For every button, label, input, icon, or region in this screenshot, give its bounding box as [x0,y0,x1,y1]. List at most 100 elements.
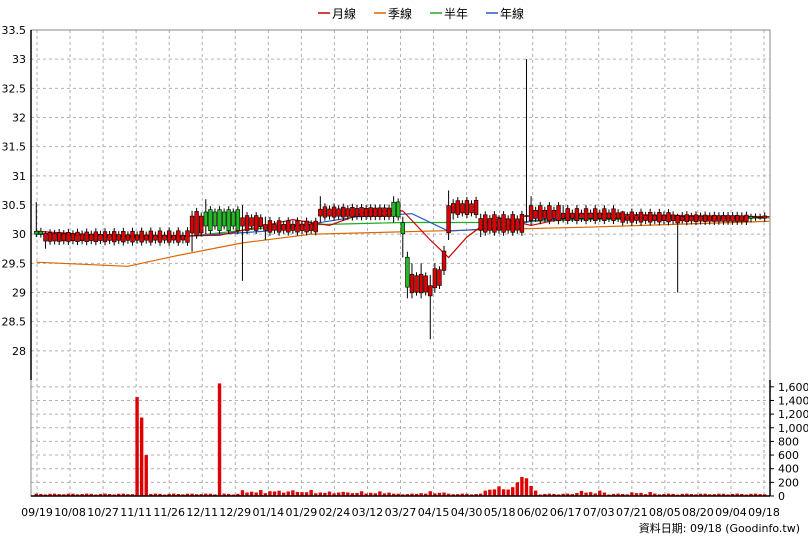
candle-body [240,217,245,227]
candle-body [226,209,231,231]
volume-bar [712,494,717,496]
candle-body [139,230,144,243]
volume-bar [236,493,240,496]
volume-bar [396,493,400,496]
candle-body [712,214,717,222]
volume-bar [263,493,268,496]
candle-body [519,214,525,233]
candle-body [748,216,754,219]
volume-bar [588,492,593,496]
volume-bar [158,493,162,496]
candle-body [144,234,149,241]
volume-bar [611,493,616,496]
volume-bar [515,482,520,496]
volume-bar [359,491,364,496]
candle-body [693,214,699,222]
volume-bar [506,489,510,496]
candle-body [464,200,470,215]
date-tick-label: 10/27 [87,506,119,519]
candle-body [505,218,511,231]
volume-bar [332,493,336,496]
candle-body [496,218,502,231]
volume-bar [478,493,483,496]
candle-body [221,211,227,227]
candle-body [657,212,662,223]
candle-body [166,230,172,243]
candle-body [583,208,589,222]
candle-body [570,212,575,219]
candle-body [524,215,529,217]
volume-bar [139,417,144,496]
volume-bar [272,491,277,496]
candle-body [757,217,763,219]
candle-body [396,201,401,218]
volume-bar [378,491,382,496]
candle-body [102,231,108,243]
volume-bar [561,493,565,496]
candle-body [354,208,360,217]
volume-bar [410,493,414,496]
candle-body [363,207,369,217]
volume-bar [753,493,758,496]
candle-body [680,216,685,222]
candle-body [593,208,598,221]
volume-bar [428,491,432,496]
candle-body [244,215,250,231]
candle-body [267,220,273,233]
candle-body [707,215,712,222]
volume-bar [657,494,662,496]
candle-body [52,233,57,242]
price-tick-label: 31 [12,170,26,183]
volume-bar [666,493,671,496]
candle-body [446,205,451,234]
candle-body [684,214,690,223]
volume-bar [648,491,652,496]
candle-body [533,209,538,219]
volume-bar [112,494,116,496]
candle-body [455,200,460,215]
candle-body [254,215,259,231]
candle-body [84,231,89,242]
volume-bar [671,493,675,496]
candle-body [473,200,479,215]
price-tick-label: 30.5 [2,199,27,212]
volume-bar [245,492,249,496]
candle-body [194,211,199,236]
candle-body [602,208,607,221]
volume-bar [717,493,721,496]
candle-body [501,214,506,233]
volume-bar [593,493,597,496]
candle-body [386,207,392,217]
candle-body [341,206,346,218]
candle-body [125,234,131,241]
volume-bar [653,493,657,496]
volume-bar [249,491,254,496]
date-tick-label: 01/14 [252,506,284,519]
candle-body [148,230,154,243]
candle-body [739,215,744,222]
candle-body [208,209,213,231]
volume-bar [763,494,767,496]
candle-body [391,201,396,217]
candle-body [34,230,39,235]
candle-body [702,214,708,222]
legend-label: 月線 [332,6,356,21]
volume-bar [52,493,57,496]
candle-body [111,231,117,243]
candle-body [432,268,438,289]
volume-bar [172,493,176,496]
candle-body [483,214,488,233]
volume-bar [460,493,465,496]
volume-bar [194,494,199,496]
volume-bar [80,494,84,496]
date-tick-label: 11/11 [120,506,152,519]
volume-bar [39,493,43,496]
legend-label: 年線 [500,6,524,21]
candle-body [478,218,483,231]
volume-tick-label: 1,200 [778,408,808,421]
volume-bar [281,492,286,496]
volume-bar [336,492,341,496]
volume-bar [625,494,629,496]
volume-bar [121,493,126,496]
